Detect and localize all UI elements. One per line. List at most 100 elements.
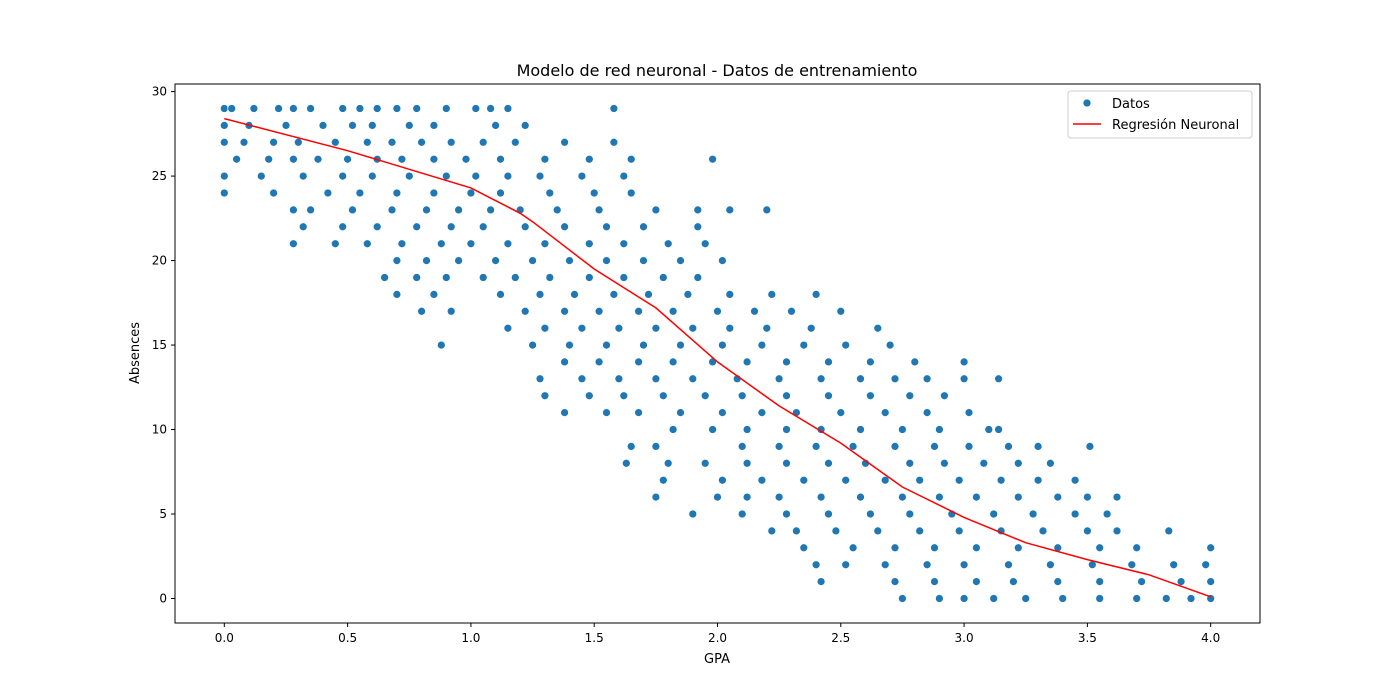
data-point (742, 458, 752, 468)
data-point (693, 222, 703, 232)
data-point (589, 188, 599, 198)
data-point (700, 391, 710, 401)
data-point (799, 543, 809, 553)
data-point (338, 222, 348, 232)
data-point (602, 222, 611, 232)
data-point (1137, 577, 1146, 586)
data-point (718, 340, 727, 350)
data-point (757, 340, 767, 350)
data-point (545, 273, 555, 282)
data-point (619, 273, 629, 282)
data-point (915, 526, 925, 536)
data-point (866, 509, 875, 519)
data-point (856, 374, 865, 384)
data-point (824, 357, 833, 367)
legend-marker-datos (1082, 98, 1092, 108)
data-point (848, 543, 858, 553)
data-point (905, 458, 915, 468)
data-point (1070, 509, 1080, 519)
data-point (890, 374, 900, 384)
data-point (676, 408, 685, 417)
data-point (972, 492, 981, 502)
data-point (718, 408, 727, 417)
data-point (1169, 560, 1179, 570)
data-point (560, 222, 569, 232)
data-point (289, 239, 298, 249)
y-tick-label: 15 (152, 338, 167, 352)
data-point (644, 290, 653, 299)
data-point (890, 577, 900, 586)
data-point (626, 188, 636, 198)
data-point (806, 323, 816, 333)
data-point (1028, 509, 1038, 519)
data-point (520, 306, 530, 316)
data-point (634, 408, 643, 417)
data-point (676, 256, 685, 265)
data-point (249, 104, 259, 113)
data-point (935, 492, 944, 502)
data-point (811, 290, 821, 299)
y-tick-label: 0 (159, 592, 167, 606)
data-point (885, 340, 895, 350)
data-point (725, 290, 735, 299)
data-point (737, 509, 747, 519)
data-point (609, 137, 619, 147)
data-point (503, 171, 513, 181)
data-point (841, 340, 851, 350)
data-point (387, 137, 397, 147)
data-point (602, 256, 611, 265)
data-point (930, 543, 939, 553)
data-point (693, 273, 703, 282)
legend-label-datos: Datos (1112, 97, 1150, 112)
data-point (708, 154, 717, 164)
data-point (1085, 442, 1095, 451)
data-point (486, 104, 495, 113)
data-point (584, 391, 594, 401)
data-point (1201, 560, 1211, 570)
data-point (367, 121, 377, 130)
data-point (446, 222, 456, 232)
data-point (306, 205, 315, 215)
data-point (446, 306, 456, 316)
data-point (412, 222, 422, 232)
data-point (1161, 594, 1171, 603)
data-point (930, 442, 939, 451)
data-point (594, 357, 604, 367)
data-point (651, 492, 661, 502)
y-tick-label: 25 (152, 169, 167, 183)
x-tick-label: 3.5 (1078, 631, 1097, 645)
data-point (528, 340, 537, 350)
data-point (1206, 543, 1216, 553)
y-axis-ticks: 0 5 10 15 20 25 30 (152, 85, 175, 606)
data-point (1083, 526, 1092, 536)
data-point (708, 425, 717, 434)
data-point (811, 442, 821, 451)
y-axis-label: Absences (128, 322, 143, 384)
data-point (898, 492, 907, 502)
data-point (873, 323, 883, 333)
data-point (792, 526, 801, 536)
data-point (441, 273, 451, 282)
data-point (693, 205, 703, 215)
data-point (774, 492, 784, 502)
data-point (930, 577, 939, 586)
data-point (560, 306, 569, 316)
data-point (994, 374, 1003, 384)
data-point (380, 273, 389, 282)
data-point (535, 290, 545, 299)
data-point (520, 222, 530, 232)
data-point (496, 154, 505, 164)
data-point (436, 340, 446, 350)
data-point (298, 171, 308, 181)
data-point (898, 594, 907, 603)
data-point (392, 256, 402, 265)
data-point (219, 171, 229, 181)
data-point (737, 442, 747, 451)
plot-area (175, 84, 1260, 623)
data-point (1095, 594, 1105, 603)
data-point (362, 137, 372, 147)
data-point (535, 374, 545, 384)
data-point (816, 492, 826, 502)
data-point (668, 425, 678, 434)
